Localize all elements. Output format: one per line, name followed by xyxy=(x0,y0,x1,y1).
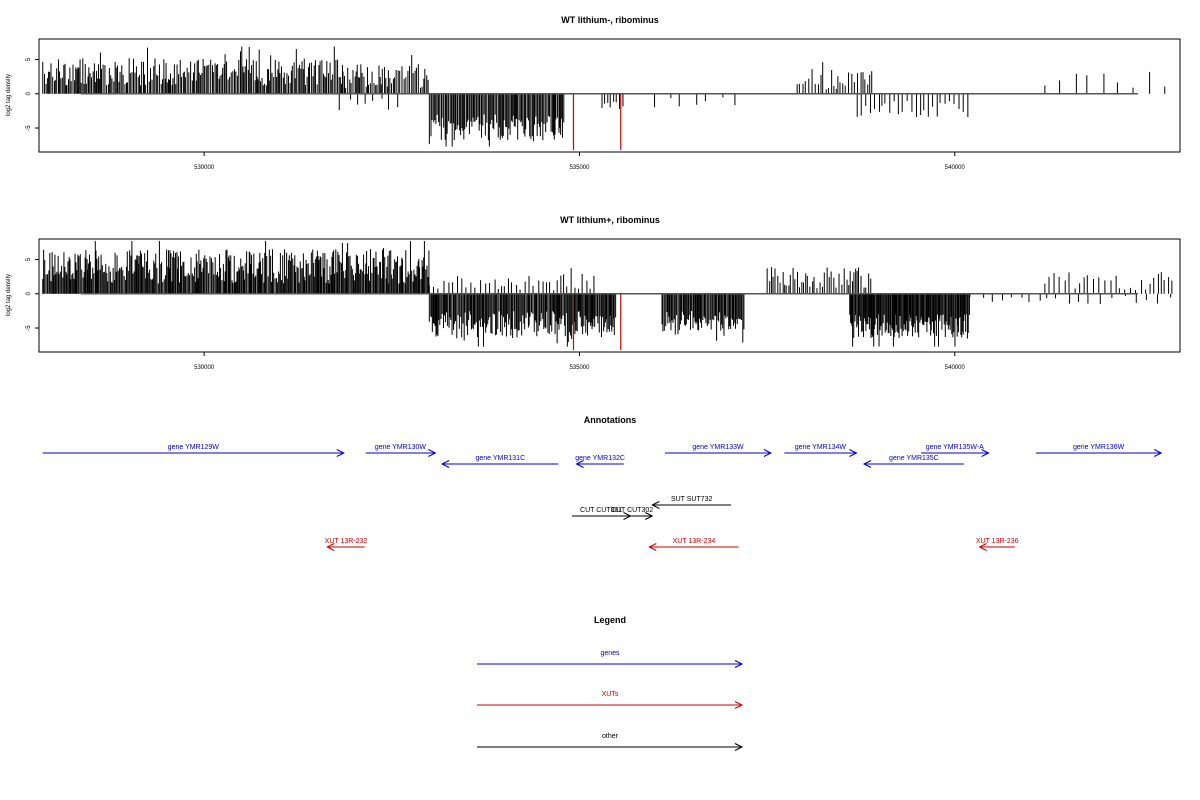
feature: SUT SUT732 xyxy=(651,496,732,509)
feature-arrowhead xyxy=(648,543,657,551)
feature-arrowhead xyxy=(862,460,872,468)
feature: gene YMR131C xyxy=(440,455,559,468)
feature-label: gene YMR135W-A xyxy=(926,444,984,451)
plot-frame xyxy=(38,238,1181,353)
track-panel-lithium-plus: WT lithium+, ribominus log2 tag density … xyxy=(6,215,1181,371)
axes-group: 530000 535000 540000 -5 0 5 xyxy=(26,257,965,371)
feature: gene YMR133W xyxy=(665,444,773,457)
track-panel-lithium-minus: WT lithium-, ribominus log2 tag density … xyxy=(6,15,1181,171)
legend-label: genes xyxy=(600,650,620,657)
y-tick-label: -5 xyxy=(26,325,32,331)
feature-arrowhead xyxy=(1154,449,1163,457)
feature-arrowhead xyxy=(326,543,335,551)
feature-label: XUT 13R-232 xyxy=(325,538,368,545)
plot-frame xyxy=(38,38,1181,153)
feature-arrowhead xyxy=(978,543,987,551)
feature: gene YMR132C xyxy=(575,455,625,468)
x-tick-label: 535000 xyxy=(569,165,590,171)
panel-title: WT lithium-, ribominus xyxy=(561,15,659,25)
feature-arrowhead xyxy=(763,449,773,457)
feature-label: gene YMR131C xyxy=(475,455,525,462)
feature-arrowhead xyxy=(734,660,744,668)
feature-label: gene YMR136W xyxy=(1073,444,1125,451)
x-tick-label: 535000 xyxy=(569,365,590,371)
feature-arrowhead xyxy=(651,501,660,509)
legend-item: XUTs xyxy=(477,691,744,709)
feature-label: gene YMR134W xyxy=(795,444,847,451)
axes-group: 530000 535000 540000 -5 0 5 xyxy=(26,57,965,171)
y-axis-label: log2 tag density xyxy=(6,74,12,116)
x-tick-label: 540000 xyxy=(945,165,966,171)
features-group: gene YMR129W gene YMR130W gene YMR131C gene… xyxy=(42,444,1163,551)
bars-group xyxy=(42,241,1173,350)
y-tick-label: 5 xyxy=(26,257,32,261)
feature-label: gene YMR129W xyxy=(168,444,220,451)
feature: gene YMR136W xyxy=(1035,444,1163,457)
feature-label: gene YMR130W xyxy=(375,444,427,451)
legend-title: Legend xyxy=(594,615,626,625)
legend-item: other xyxy=(477,733,744,751)
feature-label: gene YMR133W xyxy=(692,444,744,451)
feature: gene YMR135C xyxy=(862,455,964,468)
annotations-panel: Annotations gene YMR129W gene YMR130Wgene… xyxy=(42,415,1163,551)
feature-arrowhead xyxy=(849,449,858,457)
y-axis-label: log2 tag density xyxy=(6,274,12,316)
feature: XUT 13R-232 xyxy=(325,538,368,551)
feature: XUT 13R-236 xyxy=(976,538,1019,551)
bars-group xyxy=(42,46,1166,150)
y-tick-label: 5 xyxy=(26,57,32,61)
feature-label: gene YMR135C xyxy=(889,455,939,462)
feature-arrowhead xyxy=(734,701,744,709)
annotations-title: Annotations xyxy=(584,415,637,425)
feature-arrowhead xyxy=(981,449,990,457)
feature: gene YMR135W-A xyxy=(921,444,990,457)
feature: CUT CUT302 xyxy=(611,507,654,520)
legend-panel: Legend genes XUTs other xyxy=(477,615,744,751)
feature-arrowhead xyxy=(440,460,450,468)
feature: gene YMR129W xyxy=(42,444,345,457)
legend-item: genes xyxy=(477,650,744,668)
legend-label: other xyxy=(602,733,619,740)
legend-items-group: genes XUTs other xyxy=(477,650,744,751)
x-tick-label: 530000 xyxy=(194,165,215,171)
feature: gene YMR130W xyxy=(365,444,437,457)
y-tick-label: 0 xyxy=(26,291,32,295)
feature: XUT 13R-234 xyxy=(648,538,739,551)
x-tick-label: 530000 xyxy=(194,365,215,371)
feature-arrowhead xyxy=(428,449,437,457)
feature-arrowhead xyxy=(734,743,744,751)
y-tick-label: 0 xyxy=(26,91,32,95)
feature: gene YMR134W xyxy=(784,444,858,457)
y-tick-label: -5 xyxy=(26,125,32,131)
feature-label: XUT 13R-236 xyxy=(976,538,1019,545)
feature-arrowhead xyxy=(336,449,345,457)
feature-label: XUT 13R-234 xyxy=(673,538,716,545)
feature-label: CUT CUT302 xyxy=(611,507,653,514)
panel-title: WT lithium+, ribominus xyxy=(560,215,660,225)
feature-arrowhead xyxy=(645,512,654,520)
legend-label: XUTs xyxy=(602,691,619,698)
feature-label: gene YMR132C xyxy=(575,455,625,462)
feature-arrowhead xyxy=(575,460,584,468)
x-tick-label: 540000 xyxy=(945,365,966,371)
feature-label: CUT CUT301 xyxy=(580,507,622,514)
feature-label: SUT SUT732 xyxy=(671,496,713,503)
